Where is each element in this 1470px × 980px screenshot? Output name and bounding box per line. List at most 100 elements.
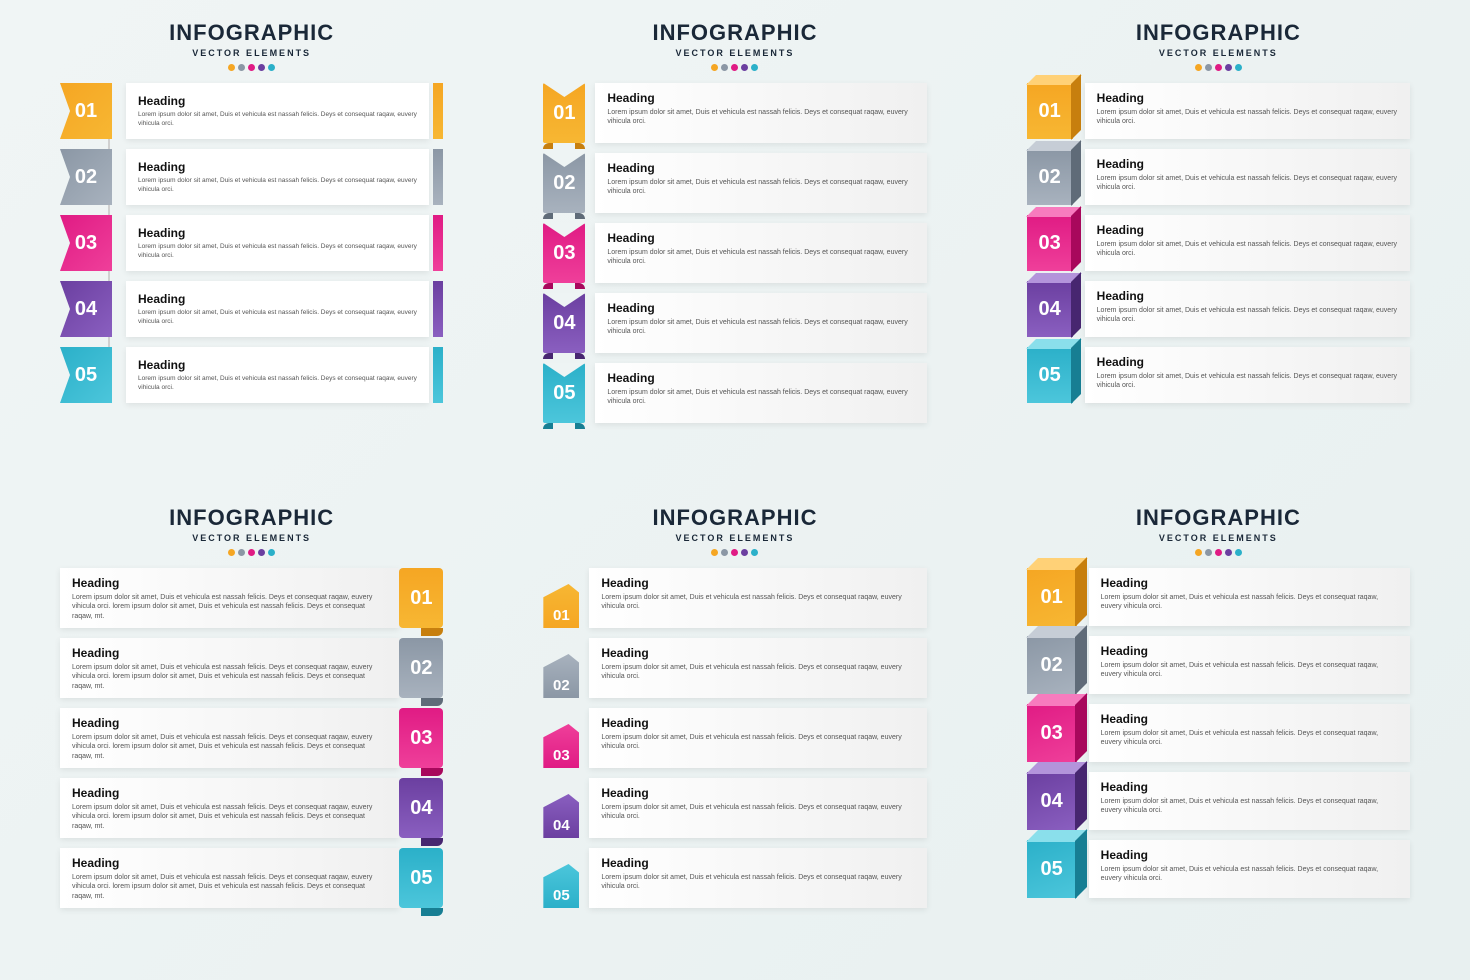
item-number: 04 bbox=[1039, 298, 1061, 321]
list-item: 04 HeadingLorem ipsum dolor sit amet, Dui… bbox=[543, 778, 926, 838]
list-item: 04HeadingLorem ipsum dolor sit amet, Dui… bbox=[1027, 772, 1410, 830]
palette-dot bbox=[751, 549, 758, 556]
item-body: Lorem ipsum dolor sit amet, Duis et vehi… bbox=[1097, 240, 1398, 259]
text-card: HeadingLorem ipsum dolor sit amet, Duis … bbox=[1085, 215, 1410, 271]
list-item: 05HeadingLorem ipsum dolor sit amet, Dui… bbox=[60, 347, 443, 403]
item-body: Lorem ipsum dolor sit amet, Duis et vehi… bbox=[607, 178, 914, 197]
item-body: Lorem ipsum dolor sit amet, Duis et vehi… bbox=[1097, 174, 1398, 193]
title: INFOGRAPHIC bbox=[169, 20, 334, 46]
number-flag: 04 bbox=[543, 794, 579, 838]
item-number: 02 bbox=[1039, 166, 1061, 189]
list-item: 04HeadingLorem ipsum dolor sit amet, Dui… bbox=[543, 293, 926, 353]
list-item: HeadingLorem ipsum dolor sit amet, Duis … bbox=[60, 848, 443, 908]
text-card: HeadingLorem ipsum dolor sit amet, Duis … bbox=[126, 83, 429, 139]
items-list: 01HeadingLorem ipsum dolor sit amet, Dui… bbox=[543, 83, 926, 423]
text-card: HeadingLorem ipsum dolor sit amet, Duis … bbox=[60, 848, 399, 908]
item-number: 03 bbox=[553, 242, 575, 265]
text-card: HeadingLorem ipsum dolor sit amet, Duis … bbox=[1085, 347, 1410, 403]
item-body: Lorem ipsum dolor sit amet, Duis et vehi… bbox=[72, 593, 387, 621]
number-flag: 03 bbox=[543, 724, 579, 768]
list-item: 05 HeadingLorem ipsum dolor sit amet, Dui… bbox=[543, 363, 926, 423]
item-body: Lorem ipsum dolor sit amet, Duis et vehi… bbox=[1101, 865, 1398, 884]
item-body: Lorem ipsum dolor sit amet, Duis et vehi… bbox=[72, 803, 387, 831]
number-ribbon: 04 bbox=[543, 293, 585, 353]
number-flag: 02 bbox=[543, 654, 579, 698]
list-item: 04HeadingLorem ipsum dolor sit amet, Dui… bbox=[60, 281, 443, 337]
item-body: Lorem ipsum dolor sit amet, Duis et vehi… bbox=[138, 177, 417, 195]
item-body: Lorem ipsum dolor sit amet, Duis et vehi… bbox=[1101, 729, 1398, 748]
palette-dot bbox=[258, 549, 265, 556]
items-list: 01HeadingLorem ipsum dolor sit amet, Dui… bbox=[60, 83, 443, 403]
number-flag: 05 bbox=[543, 864, 579, 908]
number-cube: 03 bbox=[1027, 704, 1077, 762]
number-flag: 02 bbox=[60, 149, 112, 205]
item-body: Lorem ipsum dolor sit amet, Duis et vehi… bbox=[607, 318, 914, 337]
item-number: 05 bbox=[553, 382, 575, 405]
list-item: 05HeadingLorem ipsum dolor sit amet, Dui… bbox=[1027, 347, 1410, 403]
text-card: Heading Lorem ipsum dolor sit amet, Duis … bbox=[1089, 636, 1410, 694]
item-body: Lorem ipsum dolor sit amet, Duis et vehi… bbox=[72, 663, 387, 691]
item-body: Lorem ipsum dolor sit amet, Duis et vehi… bbox=[601, 803, 914, 822]
text-card: HeadingLorem ipsum dolor sit amet, Duis … bbox=[595, 363, 926, 423]
number-iso-box: 03 bbox=[1027, 215, 1073, 271]
item-heading: Heading bbox=[1101, 712, 1398, 726]
title-block: INFOGRAPHIC VECTOR ELEMENTS bbox=[652, 20, 817, 71]
item-number: 04 bbox=[553, 817, 570, 834]
subtitle: VECTOR ELEMENTS bbox=[169, 533, 334, 543]
palette-dot bbox=[1205, 64, 1212, 71]
end-stripe bbox=[433, 83, 443, 139]
list-item: 04HeadingLorem ipsum dolor sit amet, Dui… bbox=[1027, 281, 1410, 337]
number-tab: 05 bbox=[399, 848, 443, 908]
items-list: 01HeadingLorem ipsum dolor sit amet, Dui… bbox=[1027, 83, 1410, 403]
item-number: 05 bbox=[1041, 858, 1063, 881]
item-number: 04 bbox=[1041, 790, 1063, 813]
panel-variant-c: INFOGRAPHIC VECTOR ELEMENTS 01HeadingLor… bbox=[1027, 20, 1410, 475]
item-number: 03 bbox=[1039, 232, 1061, 255]
title-block: INFOGRAPHIC VECTOR ELEMENTS bbox=[1136, 505, 1301, 556]
palette-dots bbox=[169, 549, 334, 556]
list-item: 03HeadingLorem ipsum dolor sit amet, Dui… bbox=[60, 215, 443, 271]
text-card: HeadingLorem ipsum dolor sit amet, Duis … bbox=[126, 149, 429, 205]
item-body: Lorem ipsum dolor sit amet, Duis et vehi… bbox=[1101, 593, 1398, 612]
title: INFOGRAPHIC bbox=[1136, 505, 1301, 531]
text-card: HeadingLorem ipsum dolor sit amet, Duis … bbox=[595, 83, 926, 143]
item-number: 02 bbox=[553, 677, 570, 694]
items-list: Heading Lorem ipsum dolor sit amet, Duis … bbox=[60, 568, 443, 908]
palette-dot bbox=[268, 64, 275, 71]
item-body: Lorem ipsum dolor sit amet, Duis et vehi… bbox=[1097, 108, 1398, 127]
text-card: HeadingLorem ipsum dolor sit amet, Duis … bbox=[126, 347, 429, 403]
item-heading: Heading bbox=[72, 786, 387, 800]
item-body: Lorem ipsum dolor sit amet, Duis et vehi… bbox=[1101, 797, 1398, 816]
title: INFOGRAPHIC bbox=[652, 505, 817, 531]
text-card: HeadingLorem ipsum dolor sit amet, Duis … bbox=[589, 848, 926, 908]
panel-variant-f: INFOGRAPHIC VECTOR ELEMENTS 01HeadingLor… bbox=[1027, 505, 1410, 960]
palette-dot bbox=[228, 549, 235, 556]
title-block: INFOGRAPHIC VECTOR ELEMENTS bbox=[169, 505, 334, 556]
item-body: Lorem ipsum dolor sit amet, Duis et vehi… bbox=[601, 663, 914, 682]
list-item: 02HeadingLorem ipsum dolor sit amet, Dui… bbox=[1027, 149, 1410, 205]
text-card: HeadingLorem ipsum dolor sit amet, Duis … bbox=[595, 293, 926, 353]
palette-dot bbox=[741, 64, 748, 71]
number-ribbon: 03 bbox=[543, 223, 585, 283]
item-body: Lorem ipsum dolor sit amet, Duis et vehi… bbox=[601, 873, 914, 892]
item-number: 05 bbox=[410, 867, 432, 890]
palette-dot bbox=[268, 549, 275, 556]
text-card: HeadingLorem ipsum dolor sit amet, Duis … bbox=[589, 778, 926, 838]
item-body: Lorem ipsum dolor sit amet, Duis et vehi… bbox=[601, 733, 914, 752]
item-body: Lorem ipsum dolor sit amet, Duis et vehi… bbox=[1097, 306, 1398, 325]
item-body: Lorem ipsum dolor sit amet, Duis et vehi… bbox=[138, 111, 417, 129]
palette-dots bbox=[652, 549, 817, 556]
item-heading: Heading bbox=[607, 231, 914, 245]
palette-dot bbox=[1235, 549, 1242, 556]
item-body: Lorem ipsum dolor sit amet, Duis et vehi… bbox=[1101, 661, 1398, 680]
text-card: HeadingLorem ipsum dolor sit amet, Duis … bbox=[60, 568, 399, 628]
palette-dot bbox=[258, 64, 265, 71]
list-item: 02HeadingLorem ipsum dolor sit amet, Dui… bbox=[60, 149, 443, 205]
text-card: HeadingLorem ipsum dolor sit amet, Duis … bbox=[60, 708, 399, 768]
item-body: Lorem ipsum dolor sit amet, Duis et vehi… bbox=[607, 108, 914, 127]
text-card: Heading Lorem ipsum dolor sit amet, Duis … bbox=[60, 778, 399, 838]
palette-dot bbox=[238, 549, 245, 556]
text-card: HeadingLorem ipsum dolor sit amet, Duis … bbox=[589, 638, 926, 698]
item-heading: Heading bbox=[1101, 644, 1398, 658]
palette-dots bbox=[1136, 549, 1301, 556]
